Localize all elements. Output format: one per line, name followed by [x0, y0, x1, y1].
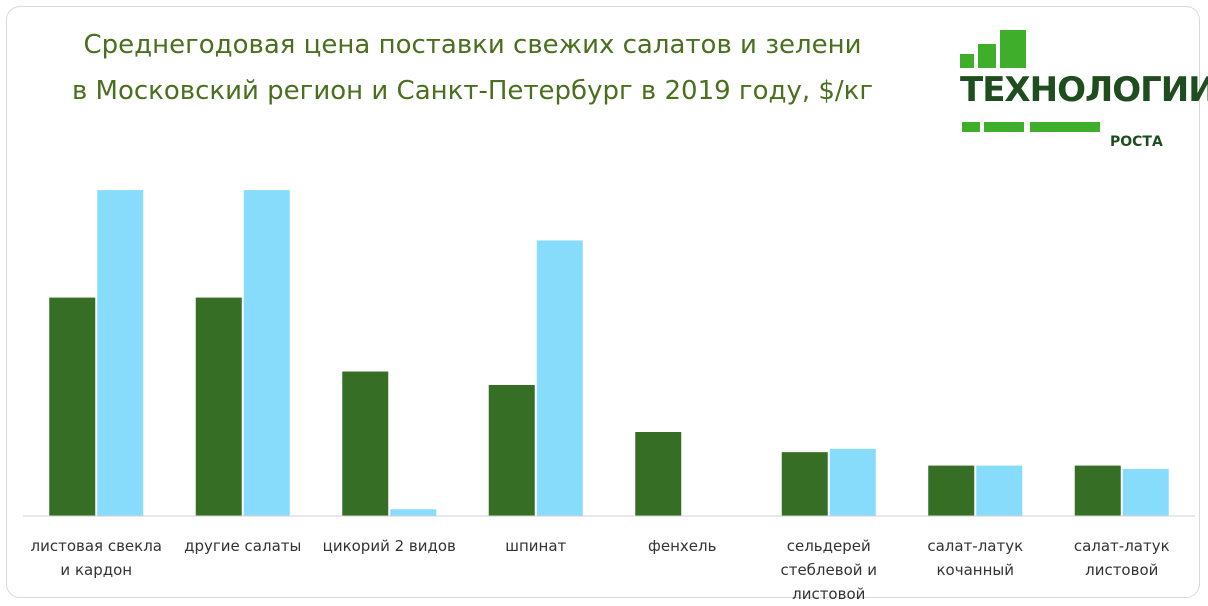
bar [536, 240, 583, 517]
logo-square [960, 54, 974, 68]
logo-shapes [960, 30, 1100, 132]
chart-title: Среднегодовая цена поставки свежих салат… [83, 30, 862, 60]
x-tick-label: шпинат [505, 537, 567, 555]
x-tick-label: фенхель [648, 537, 717, 555]
logo-square [1000, 30, 1026, 68]
logo-square [1030, 122, 1100, 132]
bar [97, 190, 144, 516]
bar [976, 465, 1023, 516]
bar [928, 465, 975, 516]
bar [829, 448, 876, 516]
x-tick-label: салат-латук кочанный [927, 537, 1024, 579]
bar [1074, 465, 1121, 516]
bar [390, 509, 437, 516]
bar [243, 190, 290, 516]
logo-text: ТЕХНОЛОГИИ [960, 70, 1208, 110]
bar [781, 452, 828, 516]
logo-square [978, 44, 996, 68]
chart-card [6, 6, 1200, 598]
x-tick-label: салат-латук листовой [1073, 537, 1170, 579]
bar [635, 432, 682, 516]
logo: ТЕХНОЛОГИИ РОСТА [960, 30, 1208, 160]
logo-subtext: РОСТА [1110, 134, 1163, 150]
bar [342, 371, 389, 516]
bar [488, 384, 535, 516]
bar [1122, 468, 1169, 516]
x-tick-label: сельдерей стеблевой и листовой [780, 537, 878, 603]
bar [195, 297, 242, 516]
x-tick-label: листовая свекла и кардон [30, 537, 162, 579]
x-tick-label: другие салаты [184, 537, 302, 555]
logo-square [984, 122, 1024, 132]
logo-square [962, 122, 980, 132]
bar [49, 297, 96, 516]
x-tick-label: цикорий 2 видов [322, 537, 456, 555]
chart-title: в Московский регион и Санкт-Петербург в … [71, 76, 874, 106]
